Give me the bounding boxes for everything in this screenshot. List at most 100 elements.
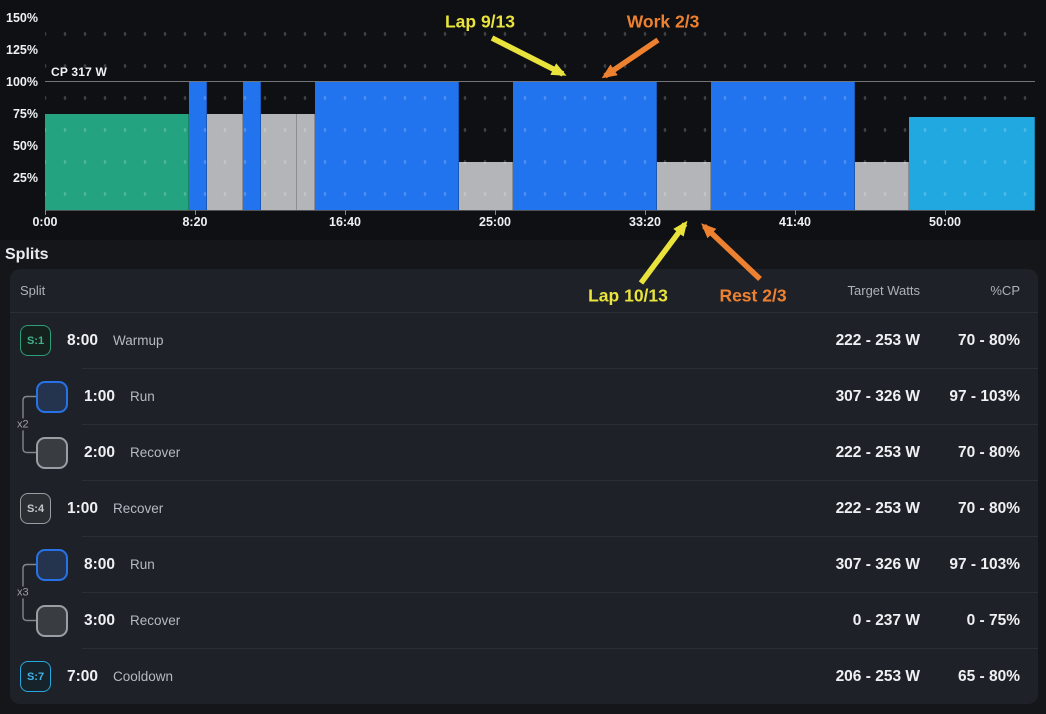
- chart-bar-run: [711, 82, 855, 210]
- x-axis-tick-label: 41:40: [779, 215, 811, 229]
- split-row-recover-s4[interactable]: S:4 1:00 Recover 222 - 253 W 70 - 80%: [10, 481, 1038, 536]
- split-pct-cp: 97 - 103%: [949, 555, 1020, 573]
- row-divider: [82, 648, 1038, 649]
- split-row-warmup[interactable]: S:1 8:00 Warmup 222 - 253 W 70 - 80%: [10, 313, 1038, 368]
- y-axis-tick-label: 50%: [12, 139, 38, 153]
- x-axis-tick-mark: [45, 210, 46, 215]
- split-row-recover[interactable]: 3:00 Recover 0 - 237 W 0 - 75%: [10, 593, 1038, 648]
- x-axis-tick-label: 16:40: [329, 215, 361, 229]
- splits-table-header: Split Target Watts %CP: [10, 269, 1038, 312]
- split-name: Run: [130, 557, 155, 572]
- row-divider: [82, 592, 1038, 593]
- split-target-watts: 307 - 326 W: [835, 387, 920, 405]
- blue-square-icon: [36, 548, 68, 581]
- chart-bar-recover: [459, 162, 513, 210]
- split-badge-s1: S:1: [20, 325, 51, 356]
- split-icon-slot: S:1: [20, 325, 67, 356]
- split-pct-cp: 0 - 75%: [966, 611, 1020, 629]
- split-icon-slot: [36, 604, 84, 637]
- chart-bar-cooldown: [909, 117, 1035, 210]
- x-axis-tick-mark: [495, 210, 496, 215]
- repeat-count-label: x2: [15, 417, 31, 430]
- chart-plot: CP 317 W: [45, 18, 1035, 211]
- split-duration: 1:00: [67, 499, 99, 517]
- column-header-pct-cp: %CP: [990, 283, 1020, 298]
- split-name: Recover: [113, 501, 164, 516]
- row-divider: [82, 424, 1038, 425]
- split-duration: 2:00: [84, 443, 116, 461]
- chart-bar-warmup: [45, 114, 189, 210]
- x-axis-tick-label: 0:00: [32, 215, 58, 229]
- x-axis-tick-mark: [795, 210, 796, 215]
- workout-chart: CP 317 W 150% 125% 100% 75% 50% 25% 0:00 8:20 16…: [0, 0, 1046, 240]
- y-axis-tick-label: 150%: [6, 11, 38, 25]
- split-target-watts: 222 - 253 W: [835, 499, 920, 517]
- split-pct-cp: 70 - 80%: [957, 499, 1020, 517]
- split-target-watts: 222 - 253 W: [835, 443, 920, 461]
- cp-label: CP 317 W: [51, 65, 108, 79]
- split-target-watts: 206 - 253 W: [835, 667, 920, 685]
- y-axis-tick-label: 25%: [12, 171, 38, 185]
- x-axis-tick-label: 33:20: [628, 215, 661, 229]
- row-divider: [82, 536, 1038, 537]
- split-duration: 1:00: [84, 387, 116, 405]
- repeat-count-label: x3: [15, 585, 31, 598]
- gray-square-icon: [36, 436, 68, 469]
- split-duration: 3:00: [84, 611, 116, 629]
- x-axis-tick-mark: [194, 210, 196, 215]
- split-target-watts: 307 - 326 W: [835, 555, 920, 573]
- split-icon-slot: [36, 380, 84, 413]
- chart-bar-recover: [297, 114, 315, 210]
- column-header-split: Split: [20, 283, 46, 298]
- splits-table: Split Target Watts %CP S:1 8:00 Warmup 2…: [10, 269, 1038, 704]
- split-badge-s4: S:4: [20, 493, 51, 524]
- y-axis-tick-label: 100%: [6, 75, 38, 89]
- split-icon-slot: [36, 436, 84, 469]
- chart-bar-recover: [261, 114, 297, 210]
- gray-square-icon: [36, 604, 68, 637]
- split-pct-cp: 70 - 80%: [957, 331, 1020, 349]
- split-name: Run: [130, 389, 155, 404]
- x-axis-tick-label: 25:00: [479, 215, 511, 229]
- split-icon-slot: S:4: [20, 493, 67, 524]
- split-target-watts: 0 - 237 W: [852, 611, 920, 629]
- split-row-run[interactable]: 1:00 Run 307 - 326 W 97 - 103%: [10, 369, 1038, 424]
- splits-section: Splits Split Target Watts %CP S:1 8:00 W…: [0, 240, 1046, 709]
- split-pct-cp: 97 - 103%: [949, 387, 1020, 405]
- split-badge-s7: S:7: [20, 661, 51, 692]
- header-divider: [10, 312, 1038, 313]
- split-duration: 8:00: [84, 555, 116, 573]
- split-name: Cooldown: [113, 669, 174, 684]
- split-icon-slot: S:7: [20, 661, 67, 692]
- x-axis-tick-label: 8:20: [182, 215, 208, 229]
- chart-bar-recover: [657, 162, 711, 210]
- repeat-group-x3: x3 8:00 Run 307 - 326 W 97 - 103% 3:00 R…: [10, 537, 1038, 648]
- split-name: Recover: [130, 445, 181, 460]
- split-pct-cp: 70 - 80%: [957, 443, 1020, 461]
- split-pct-cp: 65 - 80%: [957, 667, 1020, 685]
- y-axis-tick-label: 75%: [12, 107, 38, 121]
- splits-title: Splits: [5, 246, 49, 263]
- x-axis-tick-mark: [945, 210, 946, 215]
- split-row-cooldown[interactable]: S:7 7:00 Cooldown 206 - 253 W 65 - 80%: [10, 649, 1038, 704]
- y-axis-tick-label: 125%: [6, 43, 38, 57]
- split-duration: 8:00: [67, 331, 99, 349]
- split-duration: 7:00: [67, 667, 99, 685]
- blue-square-icon: [36, 380, 68, 413]
- chart-bar-recover: [207, 114, 243, 210]
- split-row-run[interactable]: 8:00 Run 307 - 326 W 97 - 103%: [10, 537, 1038, 592]
- chart-bar-run: [315, 82, 459, 210]
- x-axis-tick-mark: [644, 210, 646, 215]
- split-row-recover[interactable]: 2:00 Recover 222 - 253 W 70 - 80%: [10, 425, 1038, 480]
- repeat-group-x2: x2 1:00 Run 307 - 326 W 97 - 103% 2:00 R…: [10, 369, 1038, 480]
- row-divider: [82, 368, 1038, 369]
- split-target-watts: 222 - 253 W: [835, 331, 920, 349]
- cp-threshold-line: [45, 81, 1035, 82]
- x-axis-tick-label: 50:00: [929, 215, 961, 229]
- chart-bar-run: [189, 82, 207, 210]
- split-icon-slot: [36, 548, 84, 581]
- row-divider: [82, 480, 1038, 481]
- split-name: Warmup: [113, 333, 164, 348]
- chart-bar-run: [513, 82, 657, 210]
- x-axis-tick-mark: [345, 210, 346, 215]
